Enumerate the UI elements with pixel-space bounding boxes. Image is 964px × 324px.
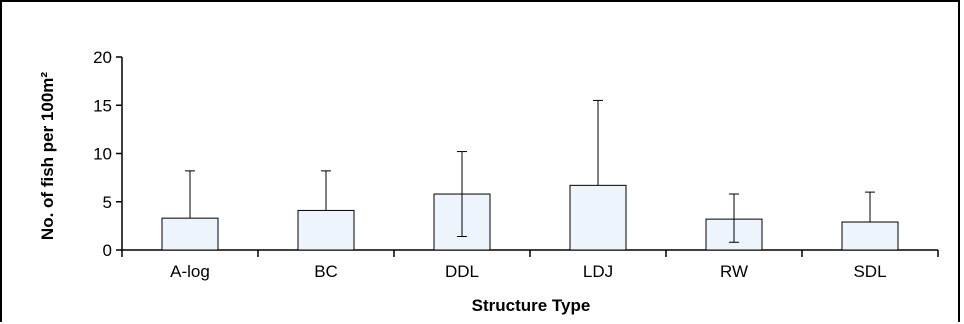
x-tick-label: BC <box>314 262 338 281</box>
y-tick-label: 5 <box>103 193 112 212</box>
y-axis-title: No. of fish per 100m² <box>38 72 57 240</box>
bar <box>297 209 355 251</box>
x-tick-label: SDL <box>853 262 886 281</box>
y-tick-label: 15 <box>93 96 112 115</box>
x-axis-title: Structure Type <box>472 296 591 315</box>
x-tick-label: RW <box>720 262 748 281</box>
bar <box>569 184 627 251</box>
y-tick-label: 20 <box>93 48 112 67</box>
bars <box>161 184 899 251</box>
bar <box>841 221 899 251</box>
x-tick-label: A-log <box>170 262 210 281</box>
x-axis: A-log BC DDL LDJ RW SDL <box>121 249 939 281</box>
x-tick-label: DDL <box>445 262 479 281</box>
bar <box>161 217 219 251</box>
error-bars <box>185 99 875 243</box>
x-tick-label: LDJ <box>583 262 613 281</box>
y-tick-label: 0 <box>103 241 112 260</box>
y-tick-label: 10 <box>93 145 112 164</box>
y-axis: 0 5 10 15 20 <box>93 48 123 260</box>
